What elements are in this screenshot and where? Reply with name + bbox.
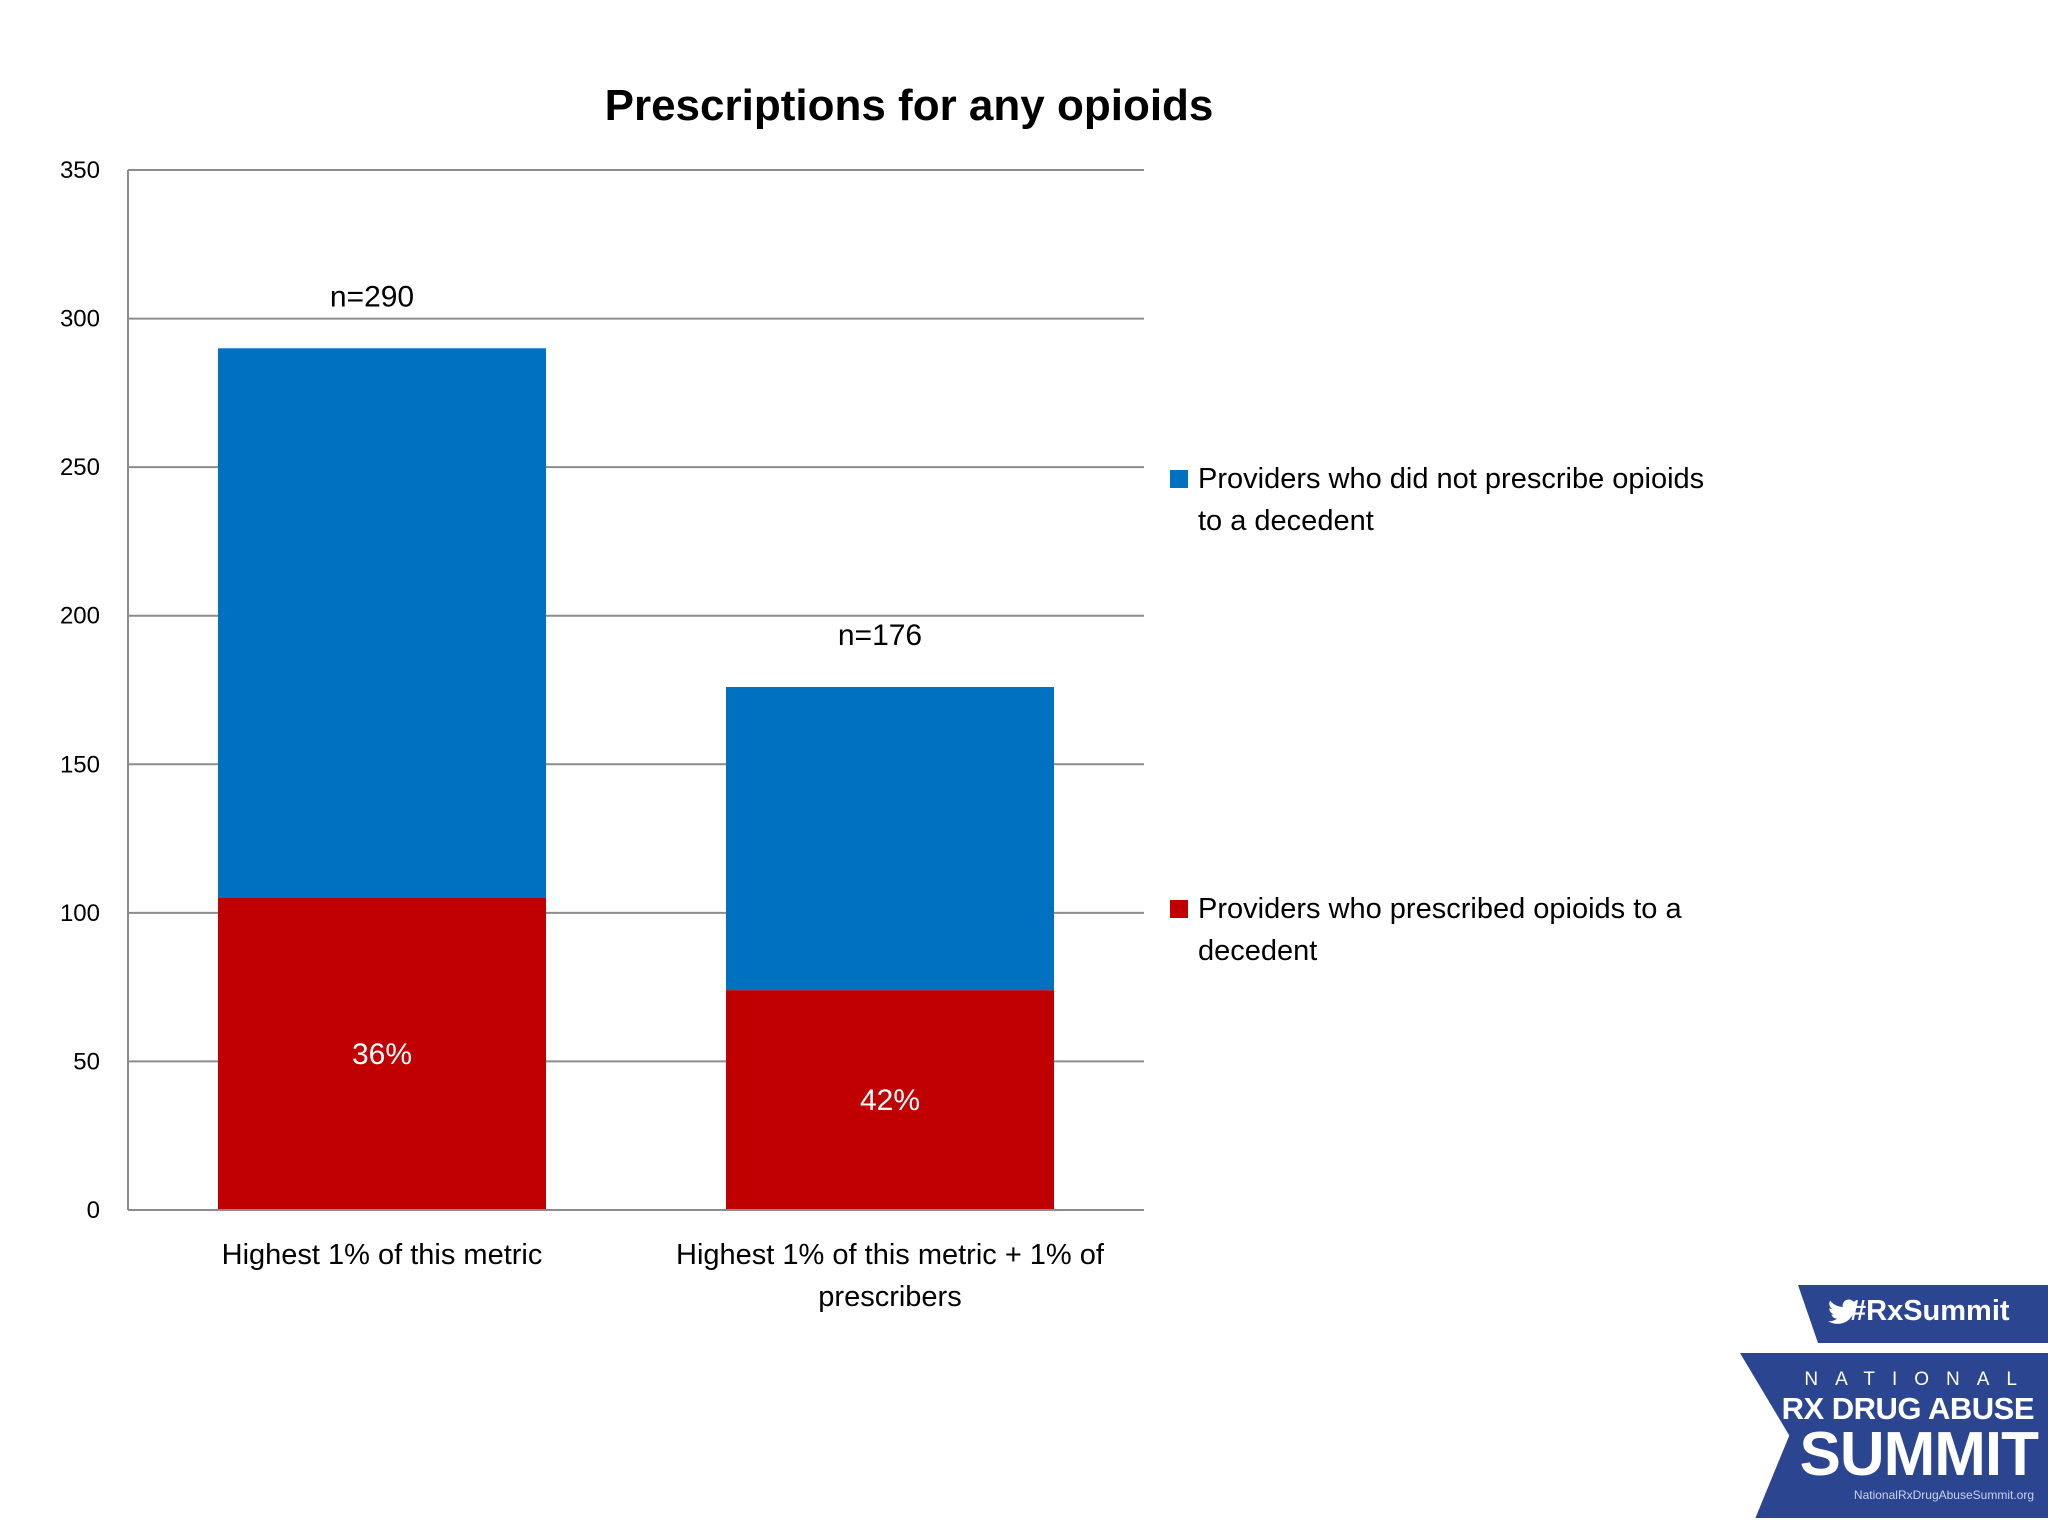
chart-title: Prescriptions for any opioids: [605, 81, 1214, 130]
legend-label: to a decedent: [1198, 505, 1374, 537]
logo-rx-drug-abuse-text: RX DRUG ABUSE: [1781, 1391, 2035, 1426]
x-category-label: Highest 1% of this metric: [222, 1239, 543, 1271]
rxsummit-hashtag-banner: #RxSummit: [1798, 1285, 2048, 1343]
y-tick-label: 50: [73, 1048, 100, 1075]
bar-total-label: n=290: [330, 280, 414, 313]
logo-summit-text: SUMMIT: [1799, 1420, 2039, 1489]
data-labels: 36% n=290 42% n=176: [330, 280, 922, 1117]
legend-label: Providers who did not prescribe opioids: [1198, 463, 1704, 495]
twitter-bird-icon: [1828, 1299, 1858, 1324]
legend: Providers who did not prescribe opioids t…: [1170, 463, 1704, 967]
summit-logo: NATIONAL RX DRUG ABUSE SUMMIT NationalRx…: [1740, 1353, 2048, 1518]
x-category-label: Highest 1% of this metric + 1% of: [676, 1239, 1105, 1271]
legend-label: decedent: [1198, 935, 1317, 967]
bar-total-label: n=176: [838, 619, 922, 652]
bar-percent-label: 42%: [860, 1084, 920, 1117]
logo-national-text: NATIONAL: [1804, 1369, 2034, 1390]
y-tick-label: 200: [60, 603, 100, 630]
y-tick-label: 150: [60, 751, 100, 778]
legend-swatch: [1170, 900, 1188, 918]
bar-percent-label: 36%: [352, 1038, 412, 1071]
legend-swatch: [1170, 470, 1188, 488]
bars: [218, 348, 1054, 1210]
legend-label: Providers who prescribed opioids to a: [1198, 893, 1682, 925]
logo-url-text: NationalRxDrugAbuseSummit.org: [1853, 1488, 2034, 1502]
y-tick-label: 250: [60, 454, 100, 481]
bar-segment: [726, 990, 1054, 1210]
hashtag-text: #RxSummit: [1850, 1295, 2010, 1327]
axes: 0 50 100 150 200 250 300 350 Highest 1% of this …: [60, 157, 1144, 1313]
bar-segment: [218, 348, 546, 898]
bar-segment: [218, 898, 546, 1210]
bar-segment: [726, 687, 1054, 991]
y-tick-label: 100: [60, 900, 100, 927]
y-tick-label: 300: [60, 306, 100, 333]
x-category-label: prescribers: [818, 1281, 961, 1313]
y-tick-label: 0: [87, 1197, 100, 1224]
y-tick-label: 350: [60, 157, 100, 184]
